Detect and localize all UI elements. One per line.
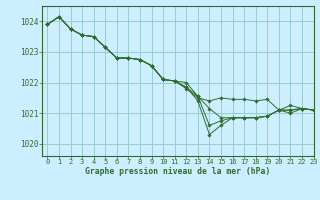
X-axis label: Graphe pression niveau de la mer (hPa): Graphe pression niveau de la mer (hPa): [85, 167, 270, 176]
